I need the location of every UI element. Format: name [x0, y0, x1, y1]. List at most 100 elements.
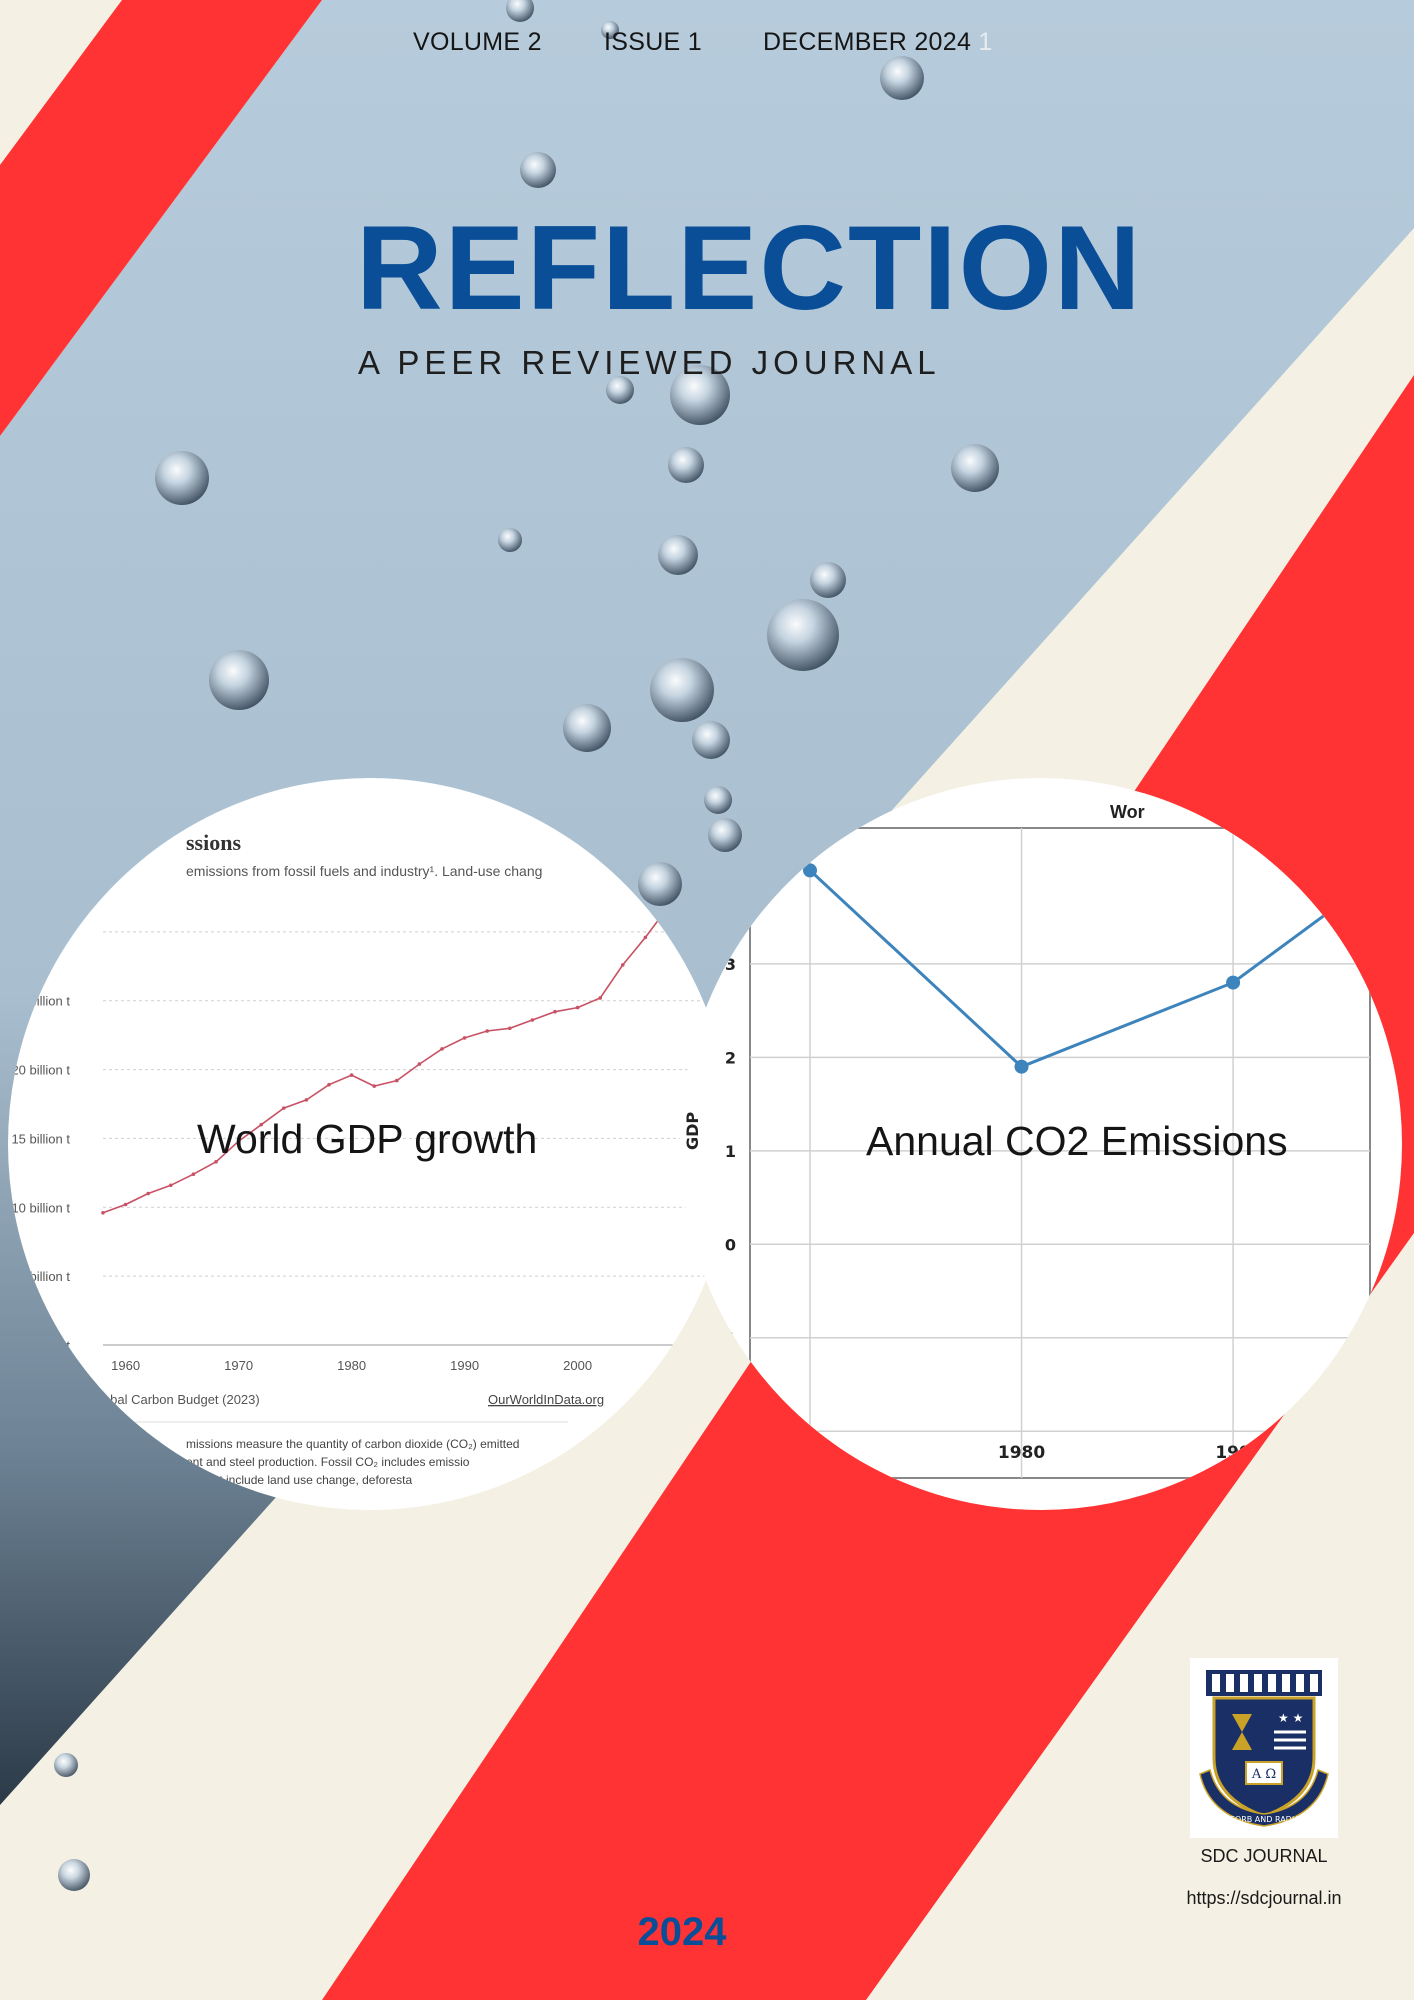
chart-credit-link: OurWorldInData.org [488, 1392, 604, 1407]
emissions-series-line [102, 906, 669, 1214]
footnote-line: not include land use change, deforesta [206, 1473, 412, 1487]
gdp-series-line [808, 869, 1361, 1069]
water-drop [506, 0, 534, 22]
journal-subtitle: A PEER REVIEWED JOURNAL [358, 344, 941, 381]
issue-label: ISSUE 1 [604, 28, 702, 56]
crest-motto: ABSORB AND RADIATE [1219, 1815, 1309, 1824]
right-chart-x-ticks: 1980 199 [998, 1443, 1251, 1463]
emissions-data-point [169, 1183, 173, 1188]
water-drop [704, 786, 732, 814]
water-drop [708, 818, 742, 852]
water-drop [606, 376, 634, 404]
emissions-data-point [191, 1172, 196, 1177]
y-tick-label: ion t [45, 925, 70, 940]
emissions-data-point [508, 1026, 512, 1031]
x-tick-label: 199 [1215, 1443, 1251, 1463]
water-drop [209, 650, 269, 710]
date-text: DECEMBER 2024 [763, 28, 972, 56]
emissions-data-point [530, 1018, 535, 1022]
left-chart-points [101, 905, 670, 1215]
y-tick-label: −1 [711, 1329, 736, 1348]
emissions-data-point [214, 1160, 218, 1164]
water-drops [54, 0, 999, 1891]
crest-symbols: A Ω [1251, 1767, 1276, 1782]
y-tick-label: 20 billion t [11, 1063, 70, 1078]
emissions-data-point [575, 1005, 580, 1010]
water-drop [692, 721, 730, 759]
volume-label: VOLUME 2 [413, 28, 542, 56]
water-drop [638, 862, 682, 906]
plot-frame [749, 827, 1371, 1479]
footnote-line: missions measure the quantity of carbon … [186, 1437, 519, 1451]
journal-title: REFLECTION [356, 201, 1143, 335]
left-chart-y-ticks: t billion t 10 billion t 15 billion t 20 bil… [11, 925, 70, 1353]
date-trailing-digit: 1 [978, 28, 993, 56]
snippet-subtitle: emissions from fossil fuels and industry… [186, 863, 542, 879]
emissions-data-point [553, 1009, 557, 1014]
emissions-data-point [395, 1078, 399, 1083]
right-chart-points [803, 863, 1241, 1074]
emissions-data-point [485, 1029, 490, 1033]
water-drop [767, 599, 839, 671]
water-drop [563, 704, 611, 752]
journal-url[interactable]: https://sdcjournal.in [1186, 1888, 1342, 1908]
emissions-data-point [643, 935, 648, 940]
y-tick-label: 1 [725, 1142, 736, 1161]
water-drop [668, 447, 704, 483]
emissions-data-point [123, 1202, 128, 1207]
x-tick-label: 1980 [998, 1443, 1045, 1463]
y-tick-label: 2 [725, 1048, 736, 1067]
y-axis-label: GDP [683, 1112, 702, 1150]
snippet-title: Wor [1110, 802, 1145, 822]
emissions-data-point [282, 1106, 286, 1110]
emissions-data-point [236, 1139, 241, 1143]
emissions-data-point [304, 1098, 309, 1102]
x-tick-label: 1990 [450, 1358, 479, 1373]
x-tick-label: 1980 [337, 1358, 366, 1373]
water-drop [951, 444, 999, 492]
right-chart-y-ticks: 3 2 1 0 −1 −2 [711, 955, 736, 1441]
footnote-line: ent and steel production. Fossil CO₂ inc… [186, 1455, 470, 1469]
water-drop [650, 658, 714, 722]
world-gdp-growth-label: World GDP growth [197, 1116, 538, 1162]
gdp-data-point [803, 863, 817, 878]
emissions-data-point [327, 1082, 331, 1087]
water-drop [601, 21, 619, 39]
footer-year: 2024 [637, 1910, 727, 1954]
gdp-chart-snippet: Wor 3 2 1 0 −1 −2 1980 199 GDP [683, 802, 1371, 1479]
gdp-data-point [1014, 1059, 1029, 1074]
sdc-logo: ★ ★ A Ω ABSORB AND RADIATE [1190, 1658, 1338, 1838]
water-drop [58, 1859, 90, 1891]
y-tick-label: billion t [30, 1269, 71, 1284]
water-drop [810, 562, 846, 598]
y-tick-label: 0 [725, 1235, 736, 1254]
x-tick-label: 2000 [563, 1358, 592, 1373]
water-drop [54, 1753, 78, 1777]
gdp-figure-circle: ssions emissions from fossil fuels and i… [8, 778, 732, 1510]
y-tick-label: −2 [711, 1422, 736, 1441]
emissions-data-point [598, 996, 602, 1000]
emissions-data-point [417, 1062, 422, 1066]
water-drop [155, 451, 209, 505]
y-tick-label: 3 [725, 955, 736, 974]
y-tick-label: t [66, 1338, 70, 1353]
snippet-title: ssions [186, 830, 241, 855]
x-tick-label: 1960 [111, 1358, 140, 1373]
water-drop [880, 56, 924, 100]
emissions-data-point [101, 1210, 105, 1215]
water-drop [658, 535, 698, 575]
sdc-journal-name: SDC JOURNAL [1200, 1846, 1328, 1866]
water-drop [670, 365, 730, 425]
water-drop [498, 528, 522, 552]
left-chart-x-ticks: 1960 1970 1980 1990 2000 [111, 1358, 592, 1373]
emissions-data-point [462, 1036, 467, 1040]
emissions-data-point [259, 1122, 263, 1127]
water-drop [520, 152, 556, 188]
svg-text:★ ★: ★ ★ [1278, 1711, 1303, 1725]
left-chart-gridlines [103, 931, 708, 1346]
y-tick-label: 15 billion t [11, 1131, 70, 1146]
emissions-data-point [146, 1191, 150, 1196]
emissions-data-point [349, 1073, 354, 1077]
emissions-data-point [621, 963, 625, 967]
red-stripe-top-left [0, 0, 322, 436]
